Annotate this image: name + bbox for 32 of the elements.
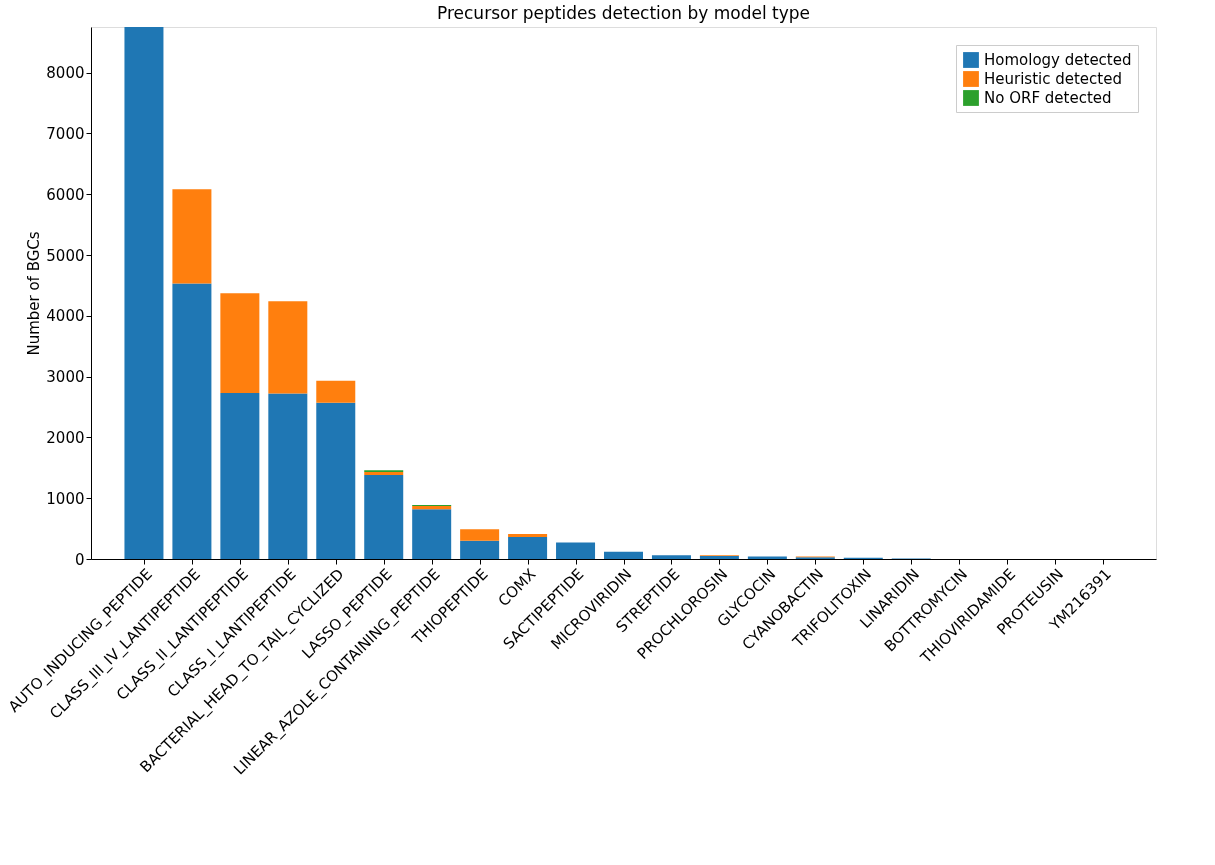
chart-title: Precursor peptides detection by model type bbox=[437, 3, 810, 23]
bar bbox=[508, 537, 548, 559]
bar bbox=[268, 301, 308, 394]
y-tick-label: 6000 bbox=[46, 185, 85, 204]
bar bbox=[460, 540, 500, 559]
bar bbox=[604, 551, 643, 559]
y-tick-label: 7000 bbox=[46, 124, 85, 143]
y-tick-label: 2000 bbox=[46, 428, 85, 447]
y-tick-label: 5000 bbox=[46, 246, 85, 265]
y-tick-label: 4000 bbox=[46, 307, 85, 326]
bar bbox=[460, 529, 500, 541]
bar bbox=[508, 534, 548, 538]
y-axis-title: Number of BGCs bbox=[25, 231, 44, 356]
y-tick-label: 0 bbox=[74, 550, 85, 569]
y-tick-label: 1000 bbox=[46, 489, 85, 508]
legend-label: No ORF detected bbox=[984, 89, 1112, 107]
bar bbox=[124, 27, 164, 559]
bar bbox=[651, 555, 691, 559]
bar bbox=[268, 393, 308, 559]
bar bbox=[364, 475, 404, 559]
y-tick-label: 8000 bbox=[46, 64, 85, 83]
bar bbox=[172, 189, 212, 284]
y-tick-label: 3000 bbox=[46, 368, 85, 387]
bar bbox=[316, 380, 356, 403]
bar bbox=[172, 283, 212, 559]
legend-label: Homology detected bbox=[984, 51, 1132, 69]
bar bbox=[220, 393, 260, 559]
bar bbox=[412, 509, 452, 559]
legend-label: Heuristic detected bbox=[984, 70, 1122, 88]
bar bbox=[316, 402, 356, 559]
bar bbox=[220, 293, 260, 394]
bar bbox=[556, 542, 596, 559]
